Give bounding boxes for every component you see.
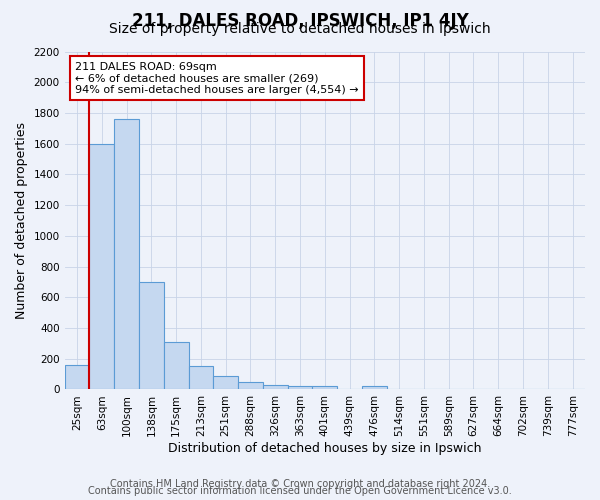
Text: 211 DALES ROAD: 69sqm
← 6% of detached houses are smaller (269)
94% of semi-deta: 211 DALES ROAD: 69sqm ← 6% of detached h… — [75, 62, 359, 95]
Bar — [214, 376, 238, 390]
Bar — [89, 144, 114, 390]
X-axis label: Distribution of detached houses by size in Ipswich: Distribution of detached houses by size … — [168, 442, 482, 455]
Bar — [65, 365, 89, 390]
Bar — [139, 282, 164, 390]
Text: Contains public sector information licensed under the Open Government Licence v3: Contains public sector information licen… — [88, 486, 512, 496]
Bar — [362, 386, 387, 390]
Y-axis label: Number of detached properties: Number of detached properties — [15, 122, 28, 319]
Bar — [313, 386, 337, 390]
Text: Contains HM Land Registry data © Crown copyright and database right 2024.: Contains HM Land Registry data © Crown c… — [110, 479, 490, 489]
Bar — [263, 385, 287, 390]
Bar — [287, 386, 313, 390]
Bar — [164, 342, 188, 390]
Bar — [238, 382, 263, 390]
Text: Size of property relative to detached houses in Ipswich: Size of property relative to detached ho… — [109, 22, 491, 36]
Bar — [188, 366, 214, 390]
Bar — [114, 119, 139, 390]
Text: 211, DALES ROAD, IPSWICH, IP1 4JY: 211, DALES ROAD, IPSWICH, IP1 4JY — [131, 12, 469, 30]
